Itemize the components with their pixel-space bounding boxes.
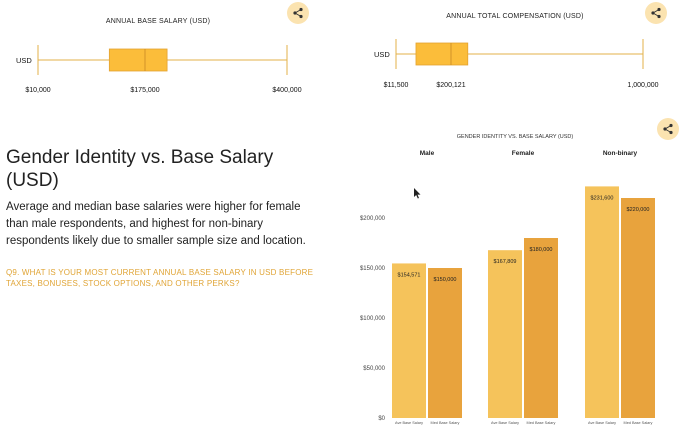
y-tick-label: $0 [378, 416, 385, 422]
bar [488, 250, 522, 418]
bar-share-button[interactable] [657, 118, 679, 140]
bar [524, 238, 558, 418]
bar [428, 268, 462, 418]
share-icon [293, 7, 303, 19]
box1-tick-median: $175,000 [130, 87, 160, 94]
series-axis-label: Med Base Salary [431, 421, 460, 425]
bar-value-label: $180,000 [530, 247, 553, 253]
bar-value-label: $220,000 [627, 207, 650, 213]
box2-plot [395, 39, 644, 69]
box1-tick-max: $400,000 [272, 87, 302, 94]
gender-salary-bar-chart: GENDER IDENTITY VS. BASE SALARY (USD) $0 $… [360, 134, 655, 425]
box1-plot [37, 45, 288, 75]
survey-question: Q9. WHAT IS YOUR MOST CURRENT ANNUAL BAS… [6, 268, 314, 288]
group-label: Male [420, 150, 435, 157]
bar [585, 186, 619, 418]
section-description: Average and median base salaries were hi… [6, 201, 306, 247]
box2-iqr-box [415, 42, 469, 66]
series-axis-label: Ave Base Salary [588, 421, 616, 425]
y-tick-label: $100,000 [360, 316, 386, 322]
box1-share-button[interactable] [287, 2, 309, 24]
group-label: Non-binary [603, 150, 638, 157]
bar-value-label: $231,600 [591, 195, 614, 201]
box1-title: ANNUAL BASE SALARY (USD) [105, 18, 211, 25]
group-label: Female [512, 150, 535, 157]
box2-tick-min: $11,500 [383, 82, 409, 89]
bar-value-label: $150,000 [434, 277, 457, 283]
y-tick-label: $150,000 [360, 266, 386, 272]
mouse-cursor-icon [414, 188, 421, 199]
box2-share-button[interactable] [645, 2, 667, 24]
box2-tick-max: 1,000,000 [627, 82, 659, 89]
share-icon [651, 7, 661, 19]
series-axis-label: Med Base Salary [527, 421, 556, 425]
box2-axis-label: USD [374, 50, 390, 59]
share-icon [663, 123, 673, 135]
y-tick-label: $200,000 [360, 216, 386, 222]
box1-axis-label: USD [16, 56, 32, 65]
bar-value-label: $167,809 [494, 259, 517, 265]
bar [392, 263, 426, 418]
section-heading: Gender Identity vs. Base Salary (USD) [6, 147, 274, 191]
series-axis-label: Ave Base Salary [395, 421, 423, 425]
bar [621, 198, 655, 418]
bar-chart-title: GENDER IDENTITY VS. BASE SALARY (USD) [457, 134, 574, 140]
box1-iqr-box [108, 48, 168, 72]
box2-title: ANNUAL TOTAL COMPENSATION (USD) [446, 13, 584, 20]
series-axis-label: Med Base Salary [624, 421, 653, 425]
series-axis-label: Ave Base Salary [491, 421, 519, 425]
box2-tick-median: $200,121 [436, 82, 466, 89]
bar-value-label: $154,571 [398, 272, 421, 278]
y-tick-label: $50,000 [363, 366, 385, 372]
box1-tick-min: $10,000 [25, 87, 51, 94]
